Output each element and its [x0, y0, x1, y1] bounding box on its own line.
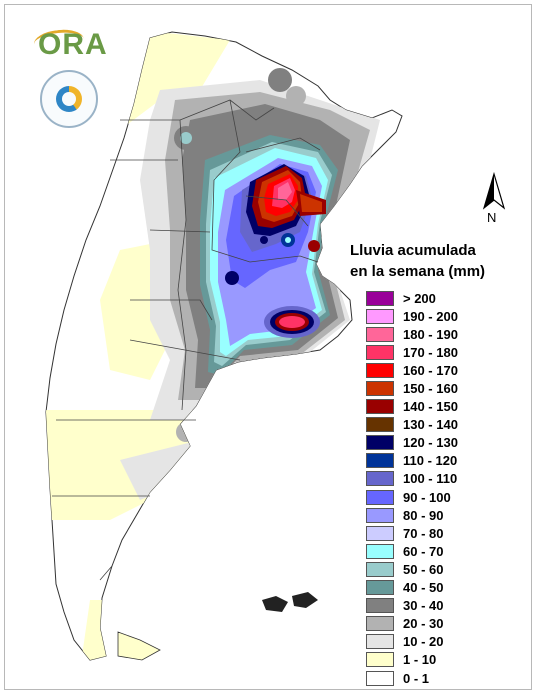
- legend-swatch: [366, 453, 394, 469]
- legend-item: 30 - 40: [366, 597, 516, 615]
- legend-item: 0 - 1: [366, 669, 516, 687]
- tierra-del-fuego: [117, 631, 161, 661]
- legend-label: 100 - 110: [403, 471, 458, 487]
- smn-seal: [40, 70, 98, 128]
- legend-item: 190 - 200: [366, 307, 516, 325]
- legend-item: 140 - 150: [366, 398, 516, 416]
- legend-swatch: [366, 598, 394, 614]
- legend-title-line1: Lluvia acumulada: [350, 242, 476, 259]
- legend-swatch: [366, 362, 394, 378]
- legend-item: 110 - 120: [366, 452, 516, 470]
- legend-item: 1 - 10: [366, 651, 516, 669]
- legend-item: 90 - 100: [366, 488, 516, 506]
- legend-item: 130 - 140: [366, 416, 516, 434]
- legend-item: 60 - 70: [366, 542, 516, 560]
- legend-swatch: [366, 435, 394, 451]
- province-borders: [52, 99, 321, 581]
- legend-label: 40 - 50: [403, 580, 444, 596]
- legend-swatch: [366, 290, 394, 306]
- legend-item: 160 - 170: [366, 361, 516, 379]
- legend-swatch: [366, 634, 394, 650]
- north-label: N: [487, 210, 497, 225]
- legend-item: 40 - 50: [366, 579, 516, 597]
- legend-label: 30 - 40: [403, 598, 444, 614]
- legend-swatch: [366, 308, 394, 324]
- legend-label: 190 - 200: [403, 308, 458, 324]
- legend-swatch: [366, 344, 394, 360]
- legend-swatch: [366, 525, 394, 541]
- legend-item: 170 - 180: [366, 343, 516, 361]
- legend-label: 150 - 160: [403, 381, 458, 397]
- legend-swatch: [366, 580, 394, 596]
- legend-label: 180 - 190: [403, 326, 458, 342]
- legend-label: 140 - 150: [403, 399, 458, 415]
- legend-label: 170 - 180: [403, 344, 458, 360]
- legend-item: 50 - 60: [366, 560, 516, 578]
- legend-swatch: [366, 326, 394, 342]
- legend-label: 20 - 30: [403, 616, 444, 632]
- legend-item: 20 - 30: [366, 615, 516, 633]
- legend-label: 10 - 20: [403, 634, 444, 650]
- legend-swatch: [366, 471, 394, 487]
- legend-label: 90 - 100: [403, 489, 451, 505]
- legend-title-line2: en la semana (mm): [350, 263, 486, 280]
- legend-swatch: [366, 399, 394, 415]
- legend-swatch: [366, 507, 394, 523]
- ora-logo: ORA: [38, 28, 108, 61]
- legend-item: 10 - 20: [366, 633, 516, 651]
- legend-item: 180 - 190: [366, 325, 516, 343]
- legend: > 200 190 - 200 180 - 190 170 - 180 160 - 17…: [366, 289, 516, 687]
- legend-swatch: [366, 652, 394, 668]
- legend-item: 150 - 160: [366, 379, 516, 397]
- legend-item: 100 - 110: [366, 470, 516, 488]
- legend-label: 120 - 130: [403, 435, 458, 451]
- legend-swatch: [366, 670, 394, 686]
- legend-label: > 200: [403, 290, 436, 306]
- legend-swatch: [366, 616, 394, 632]
- legend-label: 50 - 60: [403, 561, 444, 577]
- legend-label: 60 - 70: [403, 543, 444, 559]
- legend-swatch: [366, 543, 394, 559]
- legend-label: 80 - 90: [403, 507, 444, 523]
- legend-title: Lluvia acumulada en la semana (mm): [350, 240, 520, 282]
- north-arrow-icon: [482, 172, 506, 210]
- legend-item: > 200: [366, 289, 516, 307]
- legend-item: 120 - 130: [366, 434, 516, 452]
- smn-seal-emblem: [56, 86, 82, 112]
- islands: [262, 592, 318, 612]
- legend-label: 130 - 140: [403, 417, 458, 433]
- legend-label: 110 - 120: [403, 453, 458, 469]
- legend-label: 70 - 80: [403, 525, 444, 541]
- legend-swatch: [366, 489, 394, 505]
- legend-item: 80 - 90: [366, 506, 516, 524]
- legend-label: 1 - 10: [403, 652, 437, 668]
- legend-swatch: [366, 417, 394, 433]
- legend-swatch: [366, 561, 394, 577]
- legend-item: 70 - 80: [366, 524, 516, 542]
- legend-swatch: [366, 381, 394, 397]
- legend-label: 160 - 170: [403, 362, 458, 378]
- legend-label: 0 - 1: [403, 670, 430, 686]
